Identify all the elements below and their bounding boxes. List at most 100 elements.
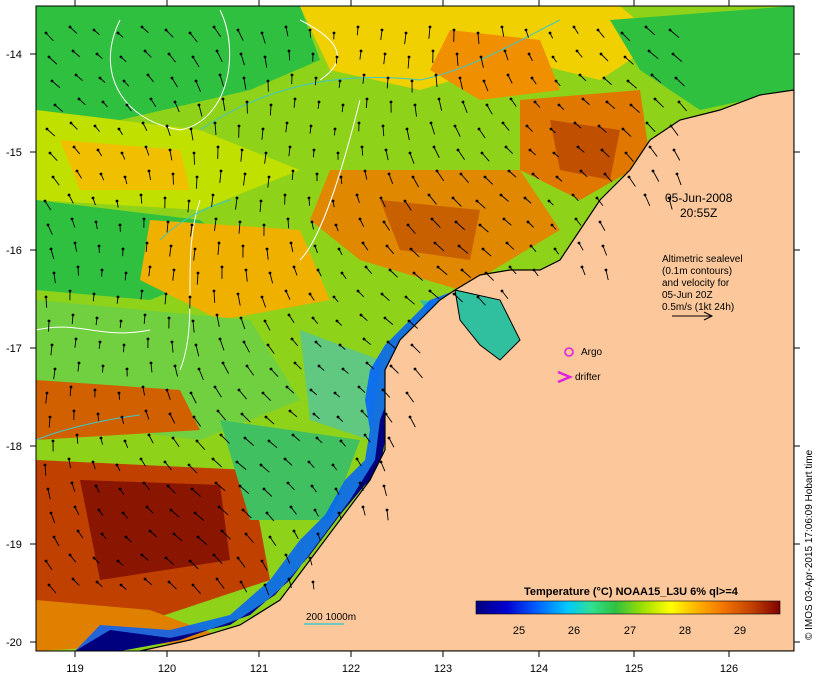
velocity-arrow [437, 266, 448, 276]
velocity-arrow-head [412, 271, 416, 275]
velocity-arrow [380, 29, 383, 41]
velocity-arrow [261, 32, 266, 44]
velocity-arrow-head [338, 343, 342, 347]
velocity-arrow-head [75, 433, 79, 437]
velocity-arrow [52, 176, 60, 186]
velocity-arrow-head [101, 100, 105, 104]
velocity-arrow-head [169, 244, 173, 248]
velocity-arrow [429, 290, 440, 300]
lat-axis: -14 -15 -16 -17 -18 -19 -20 [6, 49, 800, 649]
velocity-arrow-head [214, 217, 218, 221]
velocity-arrow-head [340, 271, 344, 275]
velocity-arrow [644, 194, 651, 207]
velocity-arrow [240, 317, 246, 330]
velocity-arrow [242, 509, 252, 519]
velocity-arrow [381, 293, 390, 302]
velocity-arrow [188, 464, 198, 474]
velocity-arrow-head [286, 481, 290, 485]
velocity-arrow-head [214, 481, 218, 485]
velocity-arrow-head [385, 244, 389, 248]
velocity-arrow-head [291, 433, 295, 437]
velocity-arrow-head [239, 580, 243, 584]
velocity-arrow-head [335, 319, 339, 323]
velocity-arrow [630, 104, 640, 113]
velocity-arrow-head [317, 100, 321, 104]
velocity-arrow-head [292, 265, 296, 269]
velocity-arrow-head [218, 337, 222, 341]
velocity-arrow-head [97, 508, 101, 512]
velocity-arrow [433, 146, 440, 158]
velocity-arrow [428, 194, 437, 205]
velocity-arrow [149, 530, 158, 538]
velocity-arrow-head [72, 145, 76, 149]
velocity-arrow-head [95, 316, 99, 320]
velocity-arrow-head [360, 145, 364, 149]
velocity-arrow [46, 128, 56, 137]
velocity-arrow [190, 128, 194, 141]
velocity-arrow-head [528, 148, 532, 152]
velocity-arrow-head [68, 25, 72, 29]
velocity-arrow-head [355, 193, 359, 197]
velocity-arrow [190, 224, 193, 237]
velocity-arrow-head [476, 31, 480, 35]
velocity-arrow-head [597, 124, 601, 128]
velocity-arrow-head [332, 295, 336, 299]
colorbar-tick: 28 [679, 625, 691, 637]
velocity-arrow [501, 26, 505, 37]
velocity-arrow-head [166, 484, 170, 488]
velocity-arrow [358, 386, 366, 394]
velocity-arrow [70, 122, 78, 130]
velocity-arrow [74, 506, 80, 516]
velocity-arrow-head [309, 124, 313, 128]
velocity-arrow [240, 149, 243, 162]
velocity-arrow-head [333, 391, 337, 395]
velocity-arrow-head [578, 73, 582, 77]
velocity-arrow-head [309, 388, 313, 392]
velocity-arrow-head [100, 268, 104, 272]
lon-tick-label: 121 [250, 663, 268, 675]
velocity-arrow-head [211, 193, 215, 197]
velocity-arrow [148, 266, 151, 277]
velocity-arrow-head [363, 433, 367, 437]
velocity-arrow-head [459, 172, 463, 176]
velocity-arrow [477, 32, 480, 45]
velocity-arrow-head [286, 217, 290, 221]
velocity-arrow [290, 506, 297, 515]
velocity-arrow [48, 56, 58, 65]
velocity-arrow-head [316, 268, 320, 272]
velocity-arrow-head [143, 313, 147, 317]
velocity-arrow-head [119, 583, 123, 587]
velocity-arrow-head [125, 103, 129, 107]
colorbar: Temperature (°C) NOAA15_L3U 6% ql>=4 25 … [475, 586, 781, 637]
velocity-arrow [170, 509, 180, 518]
velocity-arrow-head [460, 268, 464, 272]
velocity-arrow-head [429, 121, 433, 125]
velocity-arrow-head [307, 196, 311, 200]
velocity-arrow-head [98, 76, 102, 80]
velocity-arrow-head [263, 55, 267, 59]
velocity-arrow-head [193, 247, 197, 251]
velocity-arrow [168, 581, 177, 590]
velocity-arrow-head [69, 385, 73, 389]
lat-tick-label: -19 [6, 539, 22, 551]
velocity-arrow [361, 410, 369, 418]
velocity-arrow-head [333, 127, 337, 131]
velocity-arrow-head [410, 79, 414, 83]
velocity-arrow-head [237, 388, 241, 392]
velocity-arrow-head [170, 76, 174, 80]
velocity-arrow-head [456, 148, 460, 152]
velocity-arrow-head [236, 28, 240, 32]
velocity-arrow-head [238, 484, 242, 488]
velocity-arrow [266, 512, 275, 522]
velocity-arrow [213, 26, 222, 38]
velocity-arrow [478, 128, 486, 139]
velocity-arrow-head [283, 457, 287, 461]
velocity-arrow [264, 56, 268, 68]
velocity-arrow [219, 170, 222, 183]
velocity-arrow [236, 461, 247, 470]
velocity-arrow-head [557, 103, 561, 107]
velocity-arrow-head [96, 148, 100, 152]
velocity-arrow [264, 320, 271, 331]
velocity-arrow-head [504, 145, 508, 149]
velocity-arrow-head [213, 385, 217, 389]
